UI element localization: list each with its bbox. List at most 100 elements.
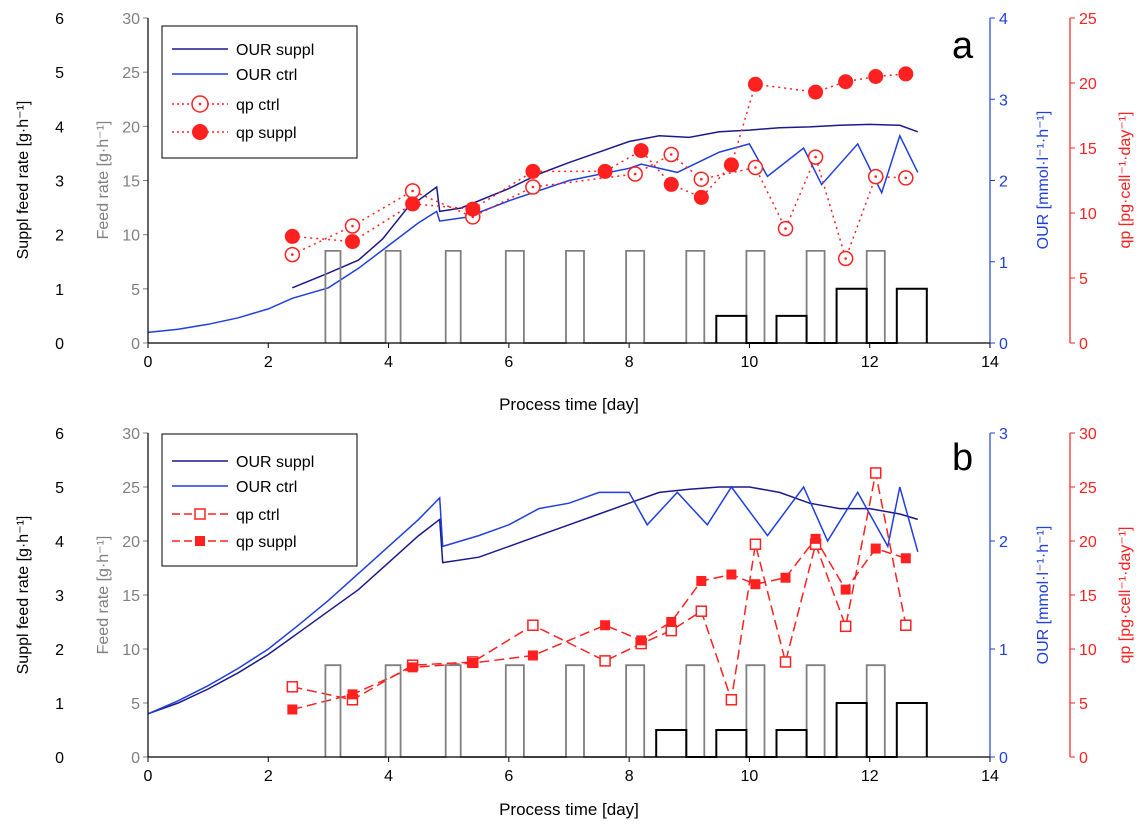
panel-b-point-qp-ctrl — [749, 538, 762, 550]
panel-a-suppl-tick-label: 0 — [55, 336, 64, 353]
panel-b-point-qp-suppl — [780, 572, 791, 583]
panel-a-feed-tick-label: 10 — [122, 228, 140, 245]
panel-a-suppl-tick-label: 1 — [55, 282, 64, 299]
panel-a-x-tick-label: 10 — [741, 354, 759, 371]
panel-b-series-our-suppl — [147, 486, 919, 715]
panel-b-point-qp-ctrl — [725, 694, 738, 706]
panel-b-x-tick-label: 10 — [741, 768, 759, 785]
panel-b-feed-axis-label: Feed rate [g·h⁻¹] — [95, 536, 112, 655]
panel-a-series-our-ctrl — [147, 133, 919, 334]
panel-b-x-tick-label: 4 — [384, 768, 393, 785]
panel-a-x-tick-label: 12 — [861, 354, 879, 371]
legend-label-qp-ctrl: qp ctrl — [236, 97, 280, 114]
panel-b-qp-tick-label: 0 — [1079, 750, 1088, 767]
panel-a-qp-tick-label: 10 — [1079, 206, 1097, 223]
panel-b-qp-tick-label: 30 — [1079, 426, 1097, 443]
panel-b-x-tick-label: 2 — [264, 768, 273, 785]
panel-a-feed-tick-label: 25 — [122, 65, 140, 82]
legend-label-our-suppl: OUR suppl — [236, 42, 314, 59]
panel-a-point-qp-ctrl-dot — [844, 257, 847, 260]
panel-a-point-qp-suppl — [525, 163, 541, 179]
panel-a-suppl-tick-label: 6 — [55, 11, 64, 28]
panel-a-our-axis-label: OUR [mmol·l⁻¹·h⁻¹] — [1035, 111, 1052, 250]
panel-a-point-qp-suppl — [723, 157, 739, 173]
panel-b-suppl-axis-label: Suppl feed rate [g·h⁻¹] — [15, 516, 32, 675]
panel-a-point-qp-suppl — [344, 234, 360, 250]
panel-a-x-tick-label: 14 — [981, 354, 999, 371]
panel-b-suppl-tick-label: 4 — [55, 534, 64, 551]
panel-b-point-qp-suppl — [810, 533, 821, 544]
panel-a-series-feed-rate — [324, 249, 886, 344]
panel-b-our-tick-label: 2 — [999, 534, 1008, 551]
panel-a-qp-tick-label: 0 — [1079, 336, 1088, 353]
panel-a-qp-tick-label: 25 — [1079, 11, 1097, 28]
panel-b-x-tick-label: 0 — [144, 768, 153, 785]
panel-a-our-tick-label: 1 — [999, 255, 1008, 272]
panel-b-our-tick-label: 1 — [999, 642, 1008, 659]
panel-a-series-qp-ctrl — [291, 153, 906, 261]
panel-a-ticks: 0 2 4 6 8 10 12 1401234560510152025300123405101… — [55, 11, 1097, 371]
panel-a-feed-axis-label: Feed rate [g·h⁻¹] — [95, 121, 112, 240]
panel-b-qp-axis-label: qp [pg·cell⁻¹·day⁻¹] — [1117, 527, 1134, 664]
panel-b-qp-tick-label: 20 — [1079, 534, 1097, 551]
panel-a-point-qp-ctrl-dot — [814, 155, 817, 159]
panel-a-point-qp-suppl — [465, 201, 481, 217]
panel-b-point-qp-suppl — [870, 543, 881, 554]
panel-b-feed-tick-label: 5 — [131, 696, 140, 713]
panel-a-point-qp-suppl — [284, 228, 300, 244]
panel-b-point-qp-suppl — [636, 635, 647, 646]
panel-a-point-qp-suppl — [663, 176, 679, 192]
panel-b-suppl-tick-label: 3 — [55, 588, 64, 605]
panel-b-point-qp-suppl — [696, 575, 707, 586]
panel-b-suppl-tick-label: 6 — [55, 426, 64, 443]
panel-b-qp-tick-label: 10 — [1079, 642, 1097, 659]
panel-a-feed-tick-label: 30 — [122, 11, 140, 28]
panel-b-series-qp-suppl — [292, 537, 907, 711]
panel-b-our-tick-label: 0 — [999, 750, 1008, 767]
panel-b-series-suppl-feed-rate — [655, 702, 928, 758]
legend-label-qp-ctrl: qp ctrl — [236, 507, 280, 524]
panel-b-suppl-tick-label: 5 — [55, 480, 64, 497]
panel-a-point-qp-ctrl-dot — [669, 153, 673, 156]
panel-a-x-tick-label: 2 — [264, 354, 273, 371]
panel-b-series-feed-rate — [324, 664, 886, 758]
panel-a-suppl-axis-label: Suppl feed rate [g·h⁻¹] — [15, 101, 32, 260]
panel-b-qp-tick-label: 15 — [1079, 588, 1097, 605]
panel-a-x-tick-label: 8 — [625, 354, 634, 371]
panel-b-point-qp-suppl — [726, 569, 737, 580]
panel-b-x-tick-label: 14 — [981, 768, 999, 785]
panel-b-feed-tick-label: 25 — [122, 480, 140, 497]
panel-a-series-our-suppl — [292, 123, 919, 289]
panel-a-x-tick-label: 0 — [144, 354, 153, 371]
panel-b-x-tick-label: 8 — [625, 768, 634, 785]
panel-a-point-qp-suppl — [838, 74, 854, 90]
panel-a-qp-axis-label: qp [pg·cell⁻¹·day⁻¹] — [1117, 112, 1134, 249]
panel-a-point-qp-ctrl-dot — [531, 185, 535, 189]
panel-a-point-qp-ctrl-dot — [351, 224, 354, 228]
panel-a-series-suppl-feed-rate — [715, 287, 928, 344]
panel-a-qp-tick-label: 5 — [1079, 271, 1088, 288]
legend-label-qp-suppl: qp suppl — [236, 125, 297, 142]
panel-a-point-qp-ctrl-dot — [633, 172, 637, 176]
panel-b-label: b — [952, 437, 973, 479]
panel-b-feed-tick-label: 30 — [122, 426, 140, 443]
panel-a-qp-tick-label: 20 — [1079, 76, 1097, 93]
panel-a-point-qp-suppl — [693, 189, 709, 205]
panel-a-point-qp-suppl — [747, 76, 763, 92]
legend-label-our-suppl: OUR suppl — [236, 454, 314, 471]
panel-b-point-qp-ctrl — [869, 467, 882, 479]
panel-b-x-axis-label: Process time [day] — [499, 800, 639, 819]
panel-b-point-qp-suppl — [840, 584, 851, 595]
panel-b: 0 2 4 6 8 10 12 1401234560510152025300123051015… — [15, 426, 1134, 819]
panel-b-suppl-tick-label: 0 — [55, 750, 64, 767]
panel-a-our-tick-label: 0 — [999, 336, 1008, 353]
panel-b-suppl-tick-label: 2 — [55, 642, 64, 659]
panel-b-point-qp-suppl — [287, 704, 298, 715]
panel-a-feed-tick-label: 0 — [131, 336, 140, 353]
panel-b-our-axis-label: OUR [mmol·l⁻¹·h⁻¹] — [1035, 526, 1052, 665]
panel-b-markers — [286, 467, 912, 715]
panel-b-suppl-tick-label: 1 — [55, 696, 64, 713]
panel-a-point-qp-ctrl-dot — [784, 227, 787, 230]
panel-a-our-tick-label: 4 — [999, 11, 1008, 28]
